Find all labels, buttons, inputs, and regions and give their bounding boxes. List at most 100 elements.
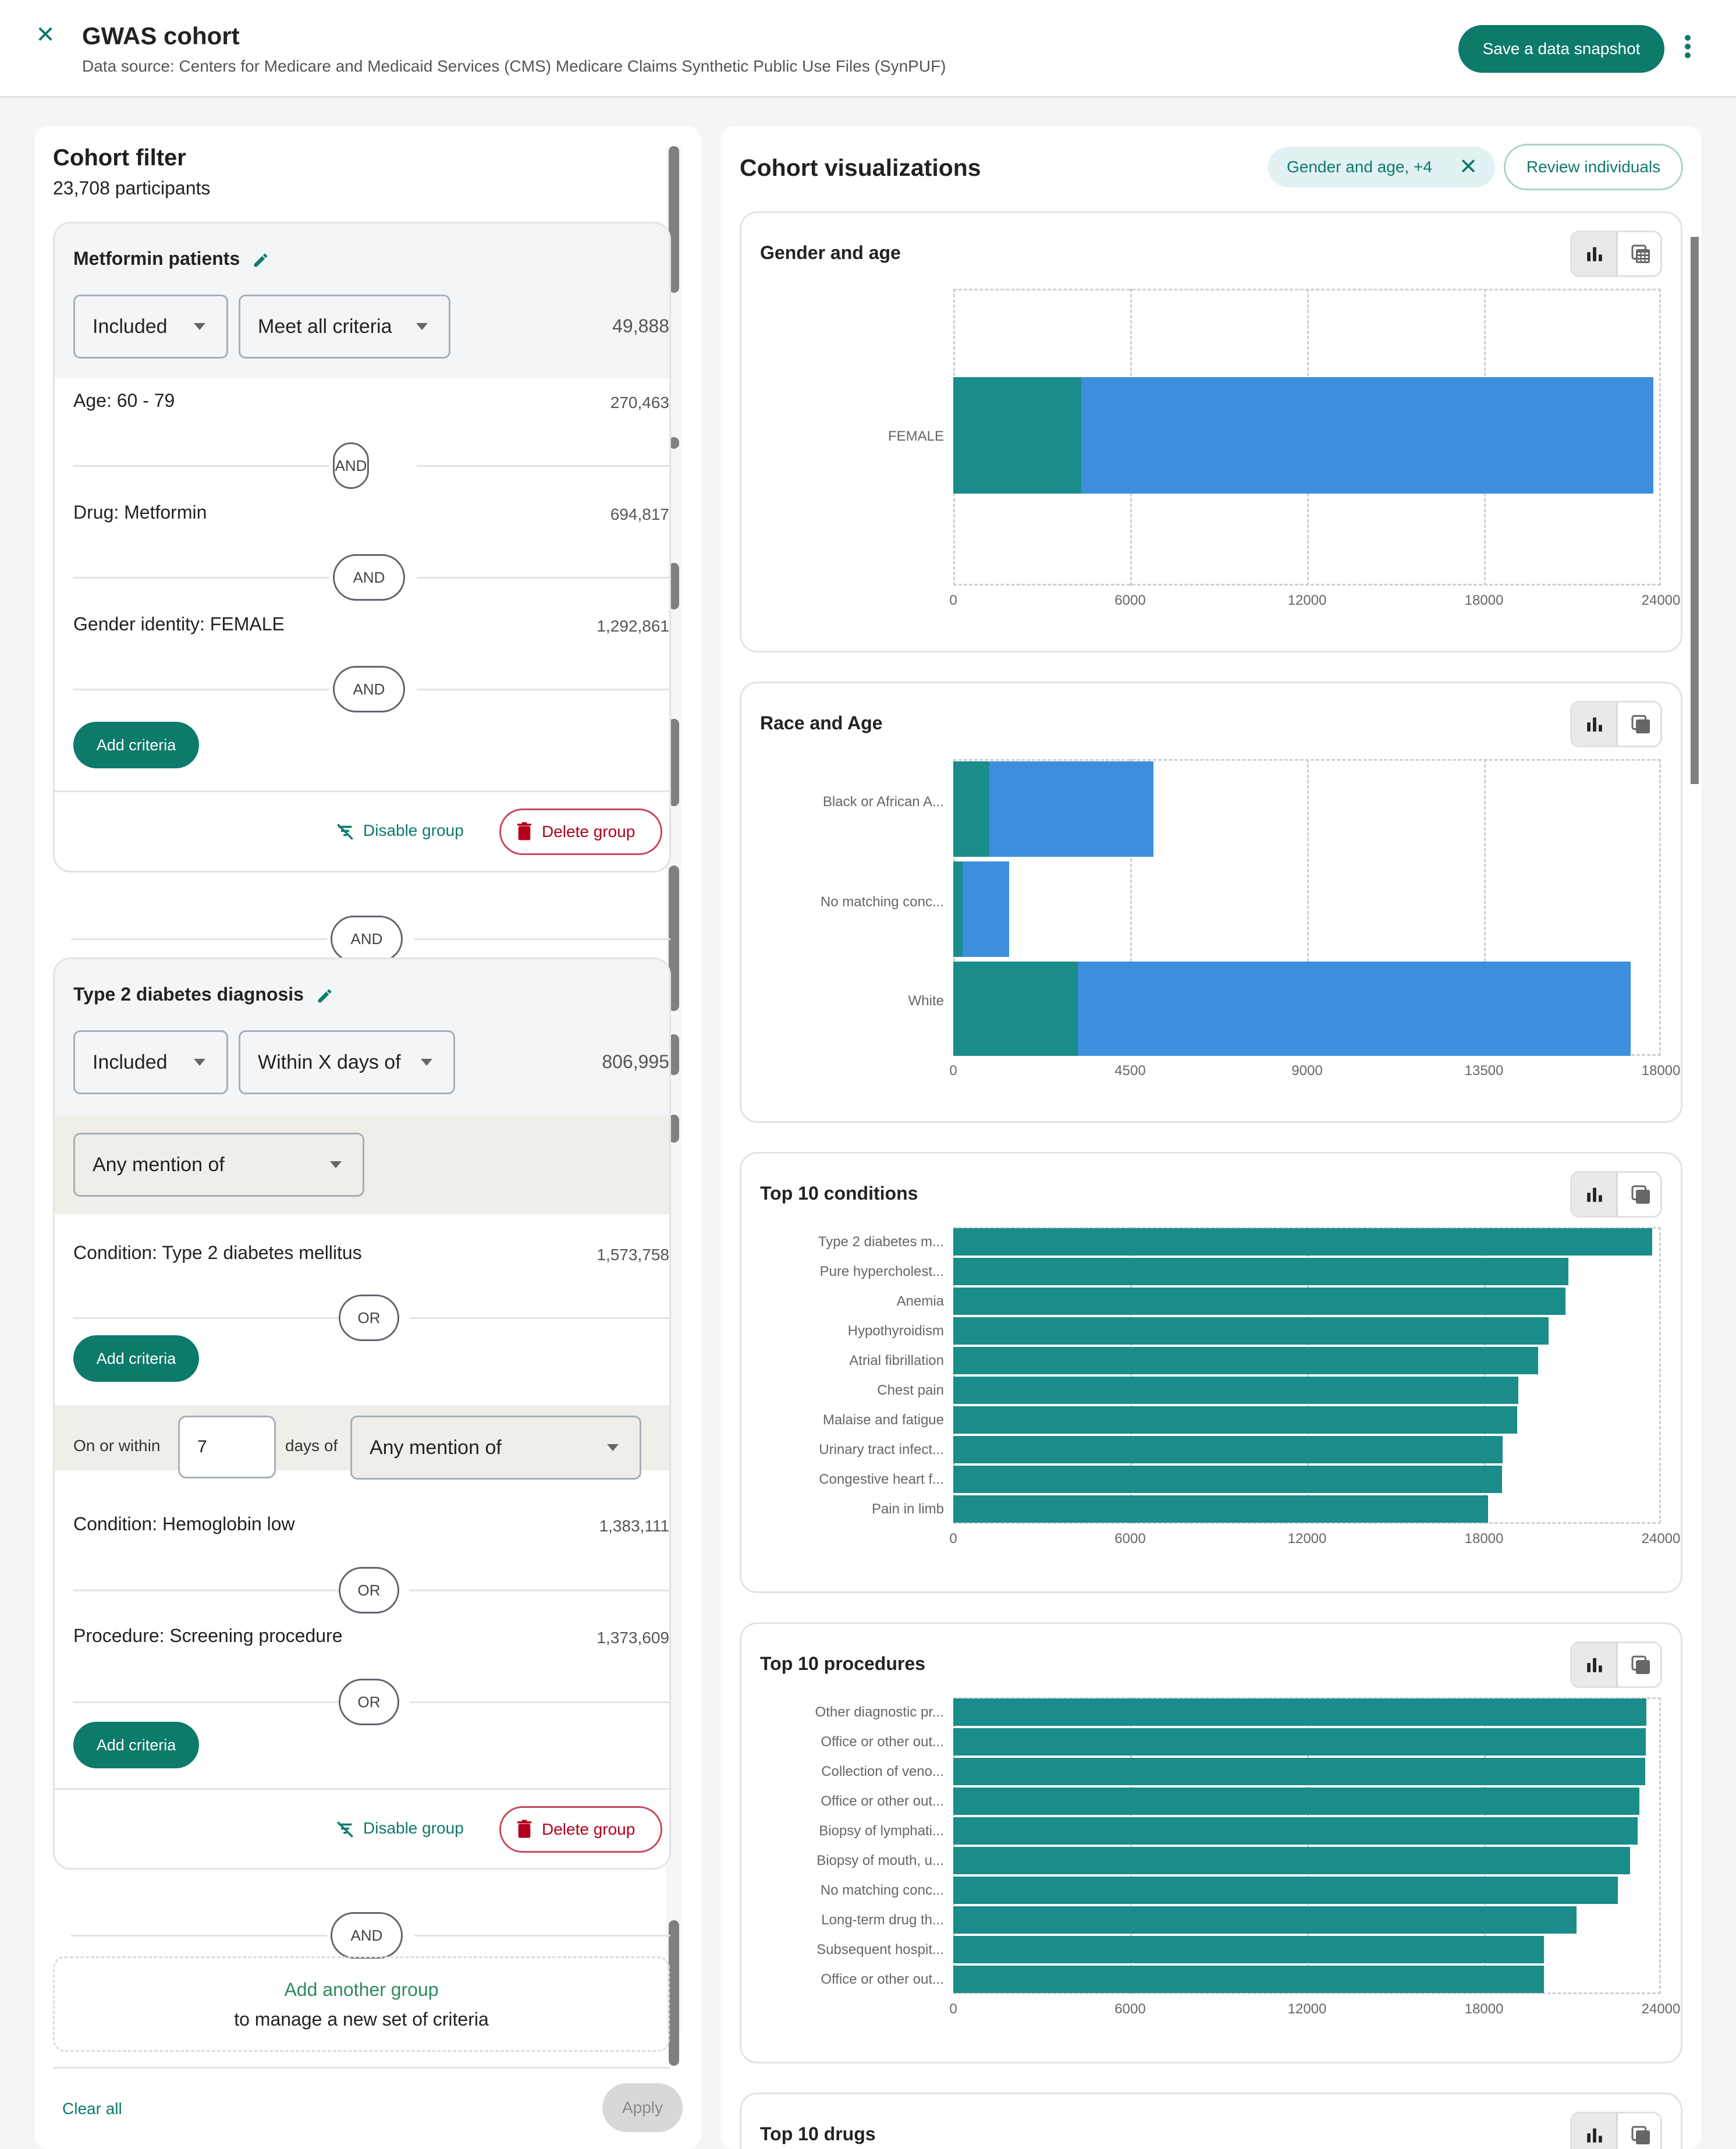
- app-header: ✕ GWAS cohort Data source: Centers for M…: [0, 0, 1736, 98]
- y-axis-label: Other diagnostic pr...: [815, 1704, 944, 1720]
- and-operator-toggle[interactable]: AND: [333, 442, 369, 489]
- chart-view-button[interactable]: [1572, 1643, 1618, 1686]
- bar-race-white[interactable]: [953, 962, 1631, 1056]
- chart-bar[interactable]: [953, 1758, 1645, 1785]
- chart-bar[interactable]: [953, 1966, 1545, 1993]
- inclusion-select[interactable]: Included: [73, 295, 228, 359]
- add-group-link[interactable]: Add another group: [284, 1979, 439, 2000]
- inclusion-select[interactable]: Included: [73, 1030, 228, 1094]
- cohort-filter-panel: Cohort filter 23,708 participants Metfor…: [34, 126, 701, 2149]
- table-view-button[interactable]: [1618, 2113, 1660, 2149]
- chart-bar[interactable]: [953, 1728, 1646, 1756]
- y-axis-label: Urinary tract infect...: [819, 1441, 944, 1458]
- y-axis-label: Pure hypercholest...: [819, 1263, 944, 1279]
- chart-view-toggle: [1570, 1171, 1662, 1218]
- or-operator-toggle[interactable]: OR: [339, 1567, 399, 1613]
- bar-chart-icon: [1587, 2128, 1602, 2143]
- operator-divider: AND: [73, 666, 669, 712]
- disable-group-button[interactable]: Disable group: [335, 821, 464, 842]
- add-criteria-button[interactable]: Add criteria: [73, 722, 199, 768]
- trash-icon: [517, 822, 531, 841]
- chart-view-button[interactable]: [1572, 703, 1618, 746]
- chart-view-button[interactable]: [1572, 1173, 1618, 1216]
- chart-view-button[interactable]: [1572, 232, 1618, 275]
- table-view-button[interactable]: [1618, 703, 1660, 746]
- and-operator-toggle[interactable]: AND: [331, 916, 403, 962]
- chart-bar[interactable]: [953, 1936, 1545, 1963]
- bar-race-black[interactable]: [953, 761, 1153, 857]
- review-individuals-button[interactable]: Review individuals: [1504, 144, 1683, 190]
- top-conditions-chart: 0 6000 12000 18000 24000 Type 2 diabetes…: [818, 1227, 1680, 1547]
- chart-bar[interactable]: [953, 1466, 1502, 1493]
- or-operator-toggle[interactable]: OR: [339, 1679, 399, 1725]
- edit-pencil-icon[interactable]: [252, 251, 269, 269]
- close-icon[interactable]: ✕: [1459, 155, 1478, 179]
- chart-bar[interactable]: [953, 1906, 1577, 1934]
- visualization-filter-chip[interactable]: Gender and age, +4 ✕: [1268, 147, 1495, 187]
- bar-race-no-match[interactable]: [953, 861, 1009, 957]
- chart-view-toggle: [1570, 701, 1662, 747]
- chart-bar[interactable]: [953, 1495, 1488, 1523]
- y-axis-label: Biopsy of mouth, u...: [816, 1852, 944, 1868]
- add-criteria-button[interactable]: Add criteria: [73, 1335, 199, 1382]
- table-view-button[interactable]: [1618, 232, 1660, 275]
- chart-bar[interactable]: [953, 1347, 1539, 1374]
- add-criteria-button[interactable]: Add criteria: [73, 1722, 199, 1768]
- criteria-label: Age: 60 - 79: [73, 390, 175, 411]
- criteria-count: 1,383,111: [599, 1517, 669, 1535]
- criteria-group-type2-diabetes: Type 2 diabetes diagnosis Included Withi…: [53, 958, 671, 1870]
- race-age-chart: Black or African A... No matching conc..…: [821, 759, 1680, 1079]
- more-vertical-icon[interactable]: [1682, 35, 1694, 64]
- operator-divider: OR: [73, 1295, 669, 1341]
- chart-bar[interactable]: [953, 1847, 1630, 1874]
- disable-group-button[interactable]: Disable group: [335, 1819, 464, 1839]
- apply-button[interactable]: Apply: [602, 2083, 683, 2132]
- clear-all-link[interactable]: Clear all: [62, 2100, 122, 2118]
- y-axis-label: Hypothyroidism: [847, 1322, 944, 1339]
- save-snapshot-button[interactable]: Save a data snapshot: [1458, 25, 1664, 73]
- group-operator-divider: AND: [71, 1912, 670, 1959]
- mention-select[interactable]: Any mention of: [73, 1133, 364, 1197]
- table-view-button[interactable]: [1618, 1643, 1660, 1686]
- chart-view-button[interactable]: [1572, 2113, 1618, 2149]
- days-input[interactable]: 7: [178, 1416, 276, 1478]
- match-select[interactable]: Meet all criteria: [239, 295, 450, 359]
- chart-bar[interactable]: [953, 1788, 1639, 1815]
- chart-bar[interactable]: [953, 1817, 1638, 1845]
- chart-bar[interactable]: [953, 1317, 1549, 1345]
- add-another-group-button[interactable]: Add another group to manage a new set of…: [53, 1956, 670, 2052]
- filter-off-icon: [337, 1821, 353, 1838]
- chart-card-top-conditions: Top 10 conditions 0 6000 12000 18000 240…: [740, 1152, 1682, 1593]
- chart-bar[interactable]: [953, 1258, 1569, 1285]
- chart-bar[interactable]: [953, 1436, 1503, 1463]
- edit-pencil-icon[interactable]: [316, 987, 333, 1005]
- y-axis-label: Anemia: [896, 1293, 944, 1309]
- delete-group-button[interactable]: Delete group: [499, 808, 662, 855]
- y-axis-label: FEMALE: [887, 428, 944, 444]
- chart-bar[interactable]: [953, 1877, 1618, 1904]
- y-axis-label: Long-term drug th...: [821, 1912, 944, 1928]
- chart-card-gender-age: Gender and age FEMALE 0 6000 12000 18000…: [740, 211, 1682, 652]
- close-icon[interactable]: ✕: [35, 22, 55, 48]
- or-operator-toggle[interactable]: OR: [339, 1295, 399, 1341]
- match-select[interactable]: Within X days of: [239, 1030, 455, 1094]
- chart-bar[interactable]: [953, 1288, 1566, 1315]
- bar-chart-icon: [1587, 717, 1602, 732]
- footer-divider: [53, 2067, 670, 2069]
- mention-select-2[interactable]: Any mention of: [350, 1416, 641, 1480]
- chart-bar[interactable]: [953, 1228, 1652, 1256]
- top-procedures-chart: 0 6000 12000 18000 24000 Other diagnosti…: [815, 1697, 1680, 2017]
- and-operator-toggle[interactable]: AND: [333, 554, 405, 601]
- and-operator-toggle[interactable]: AND: [333, 666, 405, 712]
- and-operator-toggle[interactable]: AND: [331, 1912, 403, 1959]
- criteria-count: 1,373,609: [597, 1629, 669, 1647]
- visualizations-scrollbar[interactable]: [1691, 237, 1699, 784]
- cohort-visualizations-panel: Cohort visualizations Gender and age, +4…: [720, 126, 1702, 2149]
- chart-bar[interactable]: [953, 1698, 1646, 1726]
- delete-group-button[interactable]: Delete group: [499, 1806, 662, 1853]
- chart-bar[interactable]: [953, 1377, 1518, 1404]
- chart-bar[interactable]: [953, 1406, 1517, 1434]
- chart-view-toggle: [1570, 230, 1662, 277]
- bar-female[interactable]: [953, 377, 1653, 494]
- table-view-button[interactable]: [1618, 1173, 1660, 1216]
